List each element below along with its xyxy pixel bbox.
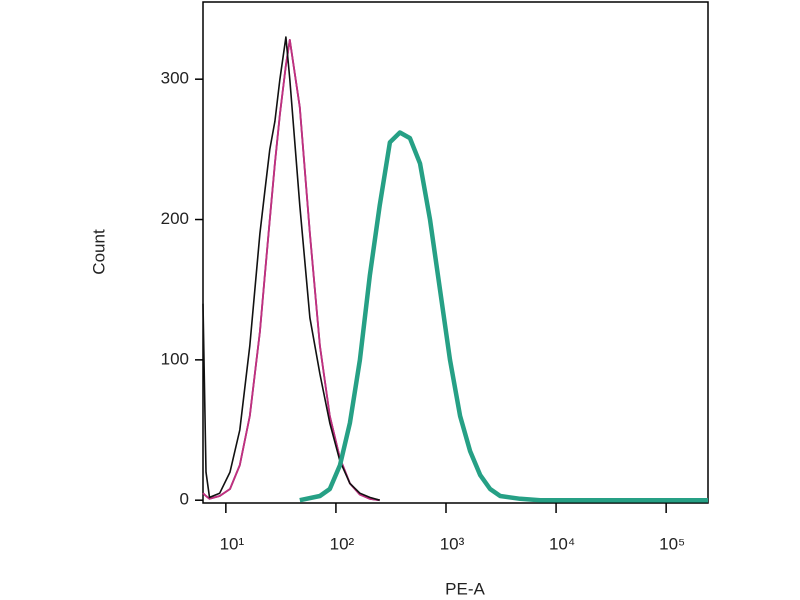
histogram-line	[299, 130, 708, 503]
x-tick-label: 10⁵	[659, 534, 685, 553]
x-tick-label: 10⁴	[549, 534, 575, 553]
x-axis-label: PE-A	[445, 579, 485, 598]
plot-frame	[202, 1, 709, 504]
x-tick-label: 10²	[330, 534, 355, 553]
y-tick-label: 200	[161, 209, 189, 228]
histogram-line	[202, 39, 380, 502]
y-tick-label: 100	[161, 349, 189, 368]
x-tick-label: 10³	[440, 534, 465, 553]
x-tick-label: 10¹	[220, 534, 245, 553]
y-tick-label: 300	[161, 69, 189, 88]
y-tick-label: 0	[180, 490, 189, 509]
histogram-line	[202, 39, 380, 502]
y-axis-label: Count	[89, 229, 108, 275]
histogram-line	[202, 36, 380, 501]
